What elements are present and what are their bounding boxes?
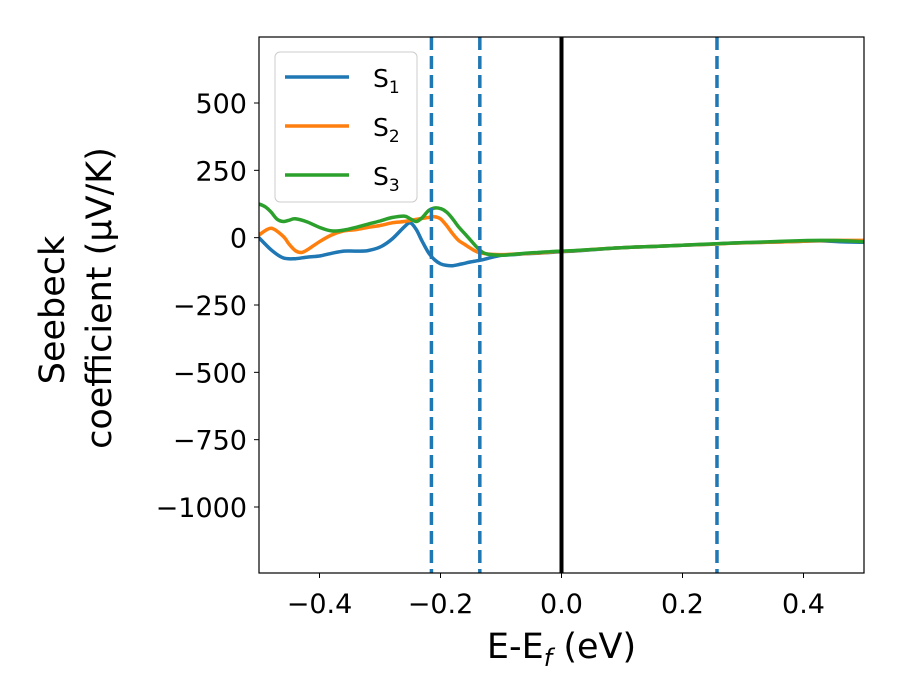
plot-area xyxy=(259,37,864,573)
axis-ticks: −0.4 −0.2 0.0 0.2 0.4 500 250 0 −250 −500 −750 −100… xyxy=(156,89,825,620)
series-line-s3 xyxy=(259,202,864,257)
y-tick-label: −750 xyxy=(173,426,247,457)
y-tick-label: −500 xyxy=(173,358,247,389)
x-axis-title-main: E-E xyxy=(487,627,544,667)
y-axis-title-line-1: Seebeck xyxy=(33,235,73,384)
x-axis-title: E-Ef (eV) xyxy=(487,627,636,672)
x-tick-label: 0.2 xyxy=(661,589,704,620)
legend-label-s2: S2 xyxy=(373,113,400,147)
x-tick-label: −0.2 xyxy=(408,589,474,620)
x-axis-title-unit: (eV) xyxy=(552,627,636,667)
y-axis-title-line-2: coefficient (μV/K) xyxy=(80,147,120,449)
y-axis-title: Seebeck coefficient (μV/K) xyxy=(33,147,120,449)
y-tick-label: 500 xyxy=(195,89,247,120)
legend-label-s1: S1 xyxy=(373,64,400,98)
legend: S1 S2 S3 xyxy=(274,51,418,203)
x-tick-label: −0.4 xyxy=(287,589,353,620)
y-tick-label: −250 xyxy=(173,291,247,322)
y-tick-label: 250 xyxy=(195,156,247,187)
y-tick-label: 0 xyxy=(230,224,247,255)
y-tick-label: −1000 xyxy=(156,493,247,524)
x-tick-label: 0.0 xyxy=(540,589,583,620)
x-tick-label: 0.4 xyxy=(782,589,825,620)
legend-label-s3: S3 xyxy=(373,162,400,196)
